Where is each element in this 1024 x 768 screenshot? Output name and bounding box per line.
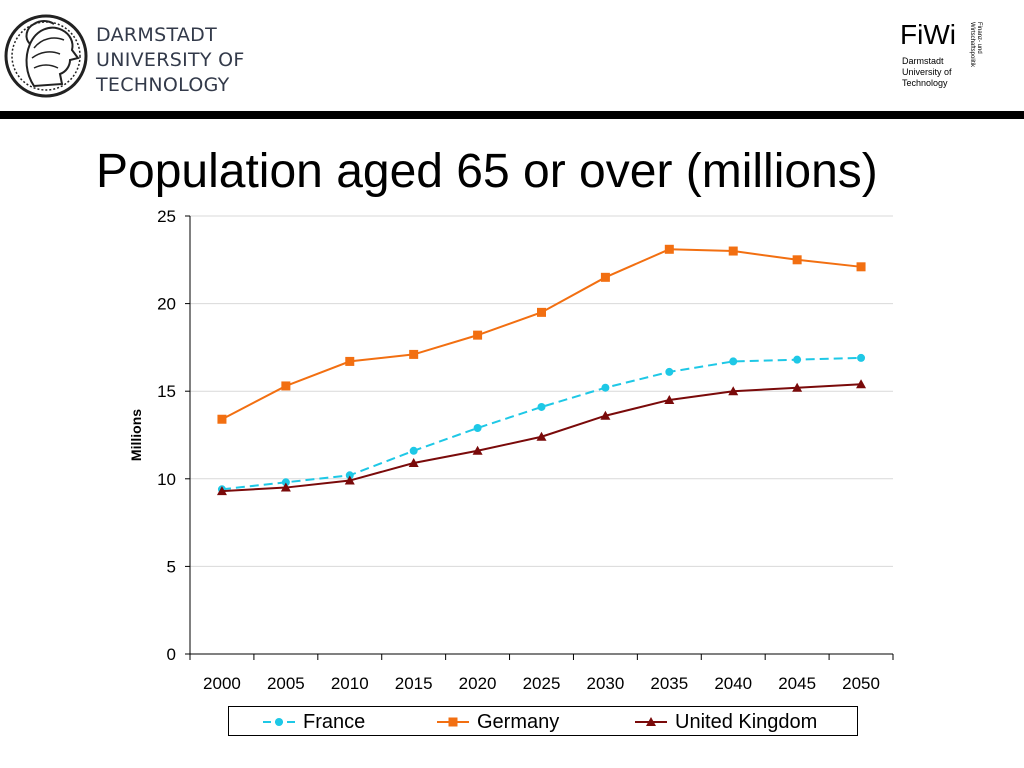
x-tick-label: 2010 (331, 674, 369, 693)
data-point-uk (792, 382, 803, 392)
series-line-germany (221, 248, 862, 421)
fiwi-vertical-line-2: Wirtschaftspolitik (969, 22, 975, 68)
data-point-france (729, 357, 738, 366)
x-tick-label: 2030 (586, 674, 624, 693)
data-point-germany (537, 307, 546, 317)
data-point-uk (216, 486, 227, 496)
university-line-3: TECHNOLOGY (96, 74, 230, 96)
data-point-germany (792, 255, 802, 265)
y-tick-label: 0 (167, 645, 176, 664)
university-line-2: UNIVERSITY OF (96, 49, 245, 71)
legend-label-france: France (303, 711, 366, 733)
data-point-germany (473, 330, 483, 340)
fiwi-line-3: Technology (902, 78, 948, 88)
university-line-1: DARMSTADT (96, 24, 218, 46)
data-point-france (409, 446, 418, 455)
fiwi-logo: FiWi Darmstadt University of Technology … (898, 18, 998, 98)
x-tick-label: 2035 (650, 674, 688, 693)
athena-seal-icon (4, 14, 88, 98)
data-point-germany (409, 349, 419, 359)
legend-item-germany: Germany (435, 710, 559, 734)
data-point-france (857, 353, 866, 362)
data-point-france (665, 367, 674, 376)
data-point-uk (408, 458, 419, 468)
x-tick-label: 2005 (267, 674, 305, 693)
data-point-uk (344, 475, 355, 485)
data-point-france (793, 355, 802, 364)
data-point-germany (345, 356, 355, 366)
y-axis-label: Millions (128, 409, 144, 461)
x-tick-label: 2000 (203, 674, 241, 693)
x-tick-label: 2020 (459, 674, 497, 693)
fiwi-subtitle: Darmstadt University of Technology (902, 56, 952, 89)
fiwi-name: FiWi (900, 19, 956, 50)
circle-marker-icon (263, 718, 295, 726)
data-point-uk (664, 394, 675, 404)
legend-label-uk: United Kingdom (675, 711, 818, 733)
fiwi-vertical-line-1: Finanz- und (976, 22, 982, 54)
x-tick-label: 2025 (523, 674, 561, 693)
data-point-uk (600, 410, 611, 420)
data-point-france (537, 402, 546, 411)
data-point-germany (664, 244, 674, 254)
data-point-france (601, 383, 610, 392)
university-name: DARMSTADT UNIVERSITY OF TECHNOLOGY (96, 23, 245, 98)
x-tick-label: 2015 (395, 674, 433, 693)
x-tick-label: 2045 (778, 674, 816, 693)
data-point-germany (600, 272, 610, 282)
legend-label-germany: Germany (477, 711, 560, 733)
header-rule (0, 111, 1024, 119)
y-tick-label: 25 (157, 207, 176, 226)
x-tick-label: 2040 (714, 674, 752, 693)
data-point-germany (281, 381, 291, 391)
data-point-uk (472, 445, 483, 455)
chart-legend: France Germany United Kingdom (228, 706, 858, 736)
legend-item-france: France (261, 710, 365, 734)
data-point-uk (856, 379, 867, 389)
square-marker-icon (437, 717, 469, 727)
data-point-germany (728, 246, 738, 256)
fiwi-line-1: Darmstadt (902, 56, 944, 66)
data-point-france (473, 423, 482, 432)
data-point-france (345, 471, 354, 480)
data-point-germany (856, 262, 866, 272)
triangle-marker-icon (635, 717, 667, 726)
slide-title: Population aged 65 or over (millions) (96, 145, 878, 198)
data-point-uk (280, 482, 291, 492)
y-tick-label: 5 (167, 557, 176, 576)
y-tick-label: 20 (157, 295, 176, 314)
data-point-uk (536, 431, 547, 441)
y-tick-label: 15 (157, 382, 176, 401)
data-point-france (281, 478, 290, 487)
data-point-germany (217, 414, 227, 424)
data-point-uk (728, 386, 739, 396)
legend-item-uk: United Kingdom (633, 710, 817, 734)
y-tick-label: 10 (157, 470, 176, 489)
series-line-france (221, 356, 862, 491)
fiwi-line-2: University of (902, 67, 952, 77)
fiwi-vertical-text: Finanz- und Wirtschaftspolitik (968, 22, 982, 82)
header: DARMSTADT UNIVERSITY OF TECHNOLOGY FiWi … (0, 0, 1024, 112)
x-tick-label: 2050 (842, 674, 880, 693)
